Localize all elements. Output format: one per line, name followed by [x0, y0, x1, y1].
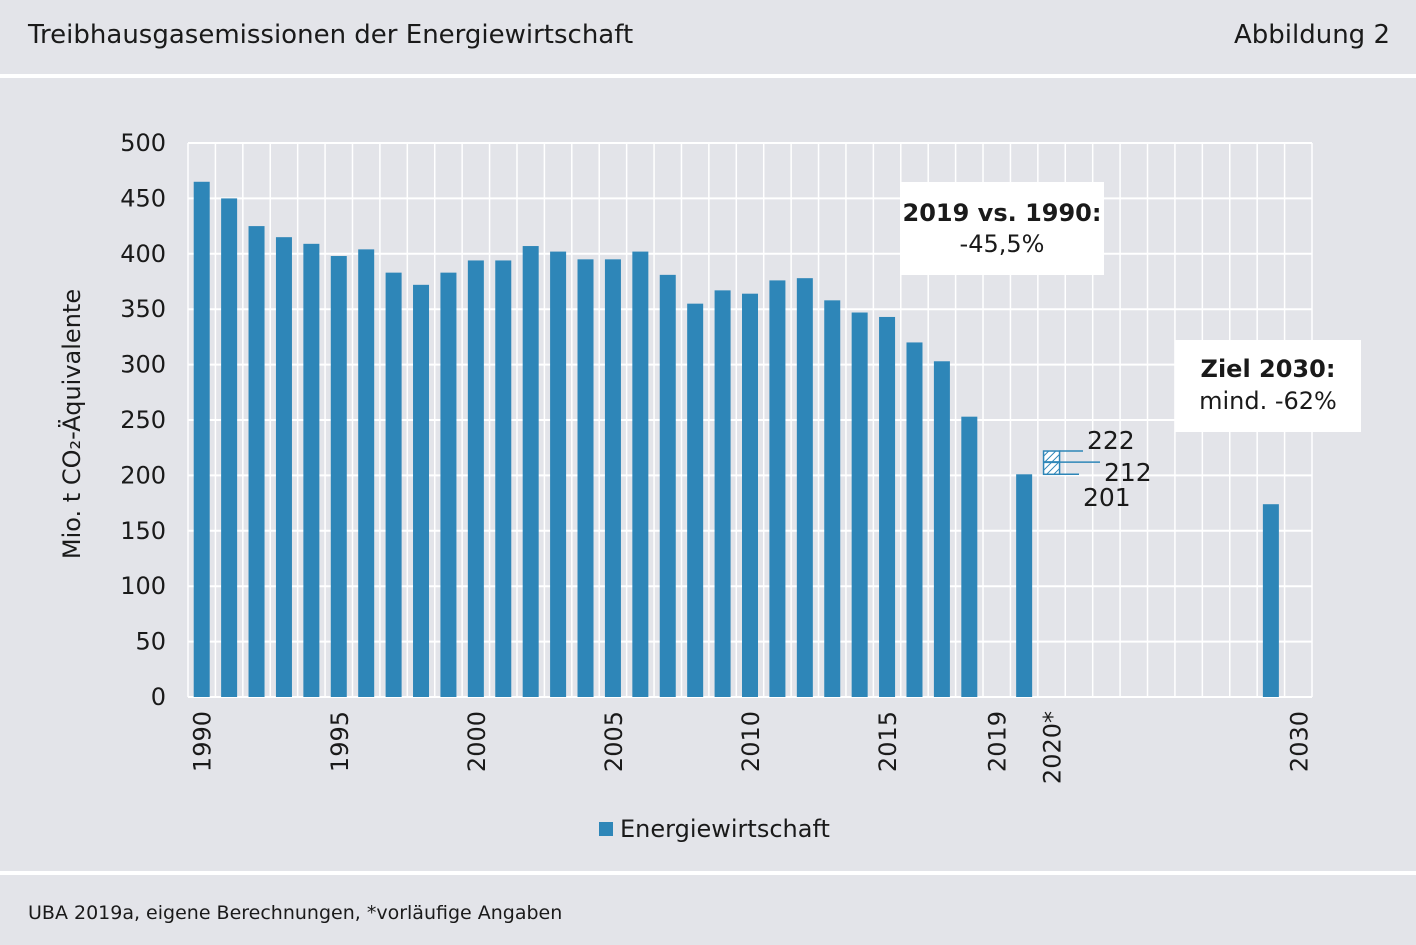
y-tick-label: 500: [120, 129, 166, 157]
bar: [742, 293, 758, 697]
y-tick-label: 450: [120, 184, 166, 212]
bar: [467, 260, 484, 697]
legend-swatch: [599, 822, 613, 836]
x-tick-label: 2005: [600, 711, 628, 772]
footer-bar: UBA 2019a, eigene Berechnungen, *vorläuf…: [0, 875, 1416, 945]
bar: [440, 272, 457, 697]
bar: [796, 278, 813, 697]
source-note: UBA 2019a, eigene Berechnungen, *vorläuf…: [28, 902, 563, 924]
bar: [632, 251, 649, 698]
bar: [550, 251, 567, 698]
bar: [714, 290, 731, 697]
range-label: 212: [1104, 458, 1152, 487]
annotation-2030-title: Ziel 2030:: [1201, 355, 1336, 383]
annotation-2030-value: mind. -62%: [1199, 387, 1337, 415]
bar: [248, 226, 265, 697]
y-tick-label: 100: [120, 572, 166, 600]
bar: [961, 416, 978, 697]
y-tick-label: 400: [120, 240, 166, 268]
annotation-2019-title: 2019 vs. 1990:: [903, 199, 1102, 227]
bar: [522, 246, 539, 697]
figure-label: Abbildung 2: [1233, 20, 1390, 50]
bar: [769, 280, 786, 697]
range-label: 201: [1083, 483, 1131, 512]
bar: [303, 243, 320, 697]
y-tick-label: 250: [120, 406, 166, 434]
bar: [1262, 504, 1279, 697]
annotation-2019-value: -45,5%: [960, 230, 1045, 258]
y-tick-label: 50: [135, 628, 166, 656]
x-tick-label: 2020*: [1039, 711, 1067, 784]
bar: [687, 303, 704, 697]
annotation-box-2019: [900, 182, 1104, 275]
bar: [604, 259, 621, 697]
chart-title: Treibhausgasemissionen der Energiewirtsc…: [28, 20, 634, 50]
bar: [906, 342, 923, 697]
bar: [193, 181, 210, 697]
x-tick-label: 1990: [189, 711, 217, 772]
annotation-box-2030: [1175, 340, 1361, 432]
bar: [879, 316, 896, 697]
y-tick-label: 300: [120, 351, 166, 379]
y-tick-label: 350: [120, 295, 166, 323]
header-bar: Treibhausgasemissionen der Energiewirtsc…: [0, 0, 1416, 74]
y-axis-label: Mio. t CO₂-Äquivalente: [57, 289, 86, 559]
range-label: 222: [1087, 426, 1135, 455]
x-tick-label: 2019: [984, 711, 1012, 772]
bar: [221, 198, 238, 697]
annotations: 2019 vs. 1990: -45,5% Ziel 2030: mind. -…: [57, 182, 1361, 559]
bar: [824, 300, 841, 697]
bar: [413, 284, 430, 697]
bar: [495, 260, 512, 697]
bars: [193, 181, 1279, 698]
bar: [1016, 474, 1033, 697]
bar: [330, 256, 347, 697]
bar: [851, 312, 868, 697]
y-tick-label: 200: [120, 461, 166, 489]
x-tick-label: 2030: [1285, 711, 1313, 772]
x-tick-label: 1995: [326, 711, 354, 772]
x-tick-label: 2000: [463, 711, 491, 772]
x-tick-label: 2015: [874, 711, 902, 772]
bar: [659, 274, 676, 697]
bar: [577, 259, 594, 697]
y-tick-label: 150: [120, 517, 166, 545]
legend-label: Energiewirtschaft: [620, 815, 830, 843]
y-tick-label: 0: [151, 683, 166, 711]
bar: [933, 361, 950, 697]
bar: [358, 249, 375, 698]
axes: 0 50 100 150 200 250 300 350 400 450 500 1990 1995 20…: [120, 129, 1313, 784]
bar: [275, 237, 292, 697]
legend: Energiewirtschaft: [599, 815, 830, 843]
bar: [385, 272, 402, 697]
x-tick-label: 2010: [737, 711, 765, 772]
